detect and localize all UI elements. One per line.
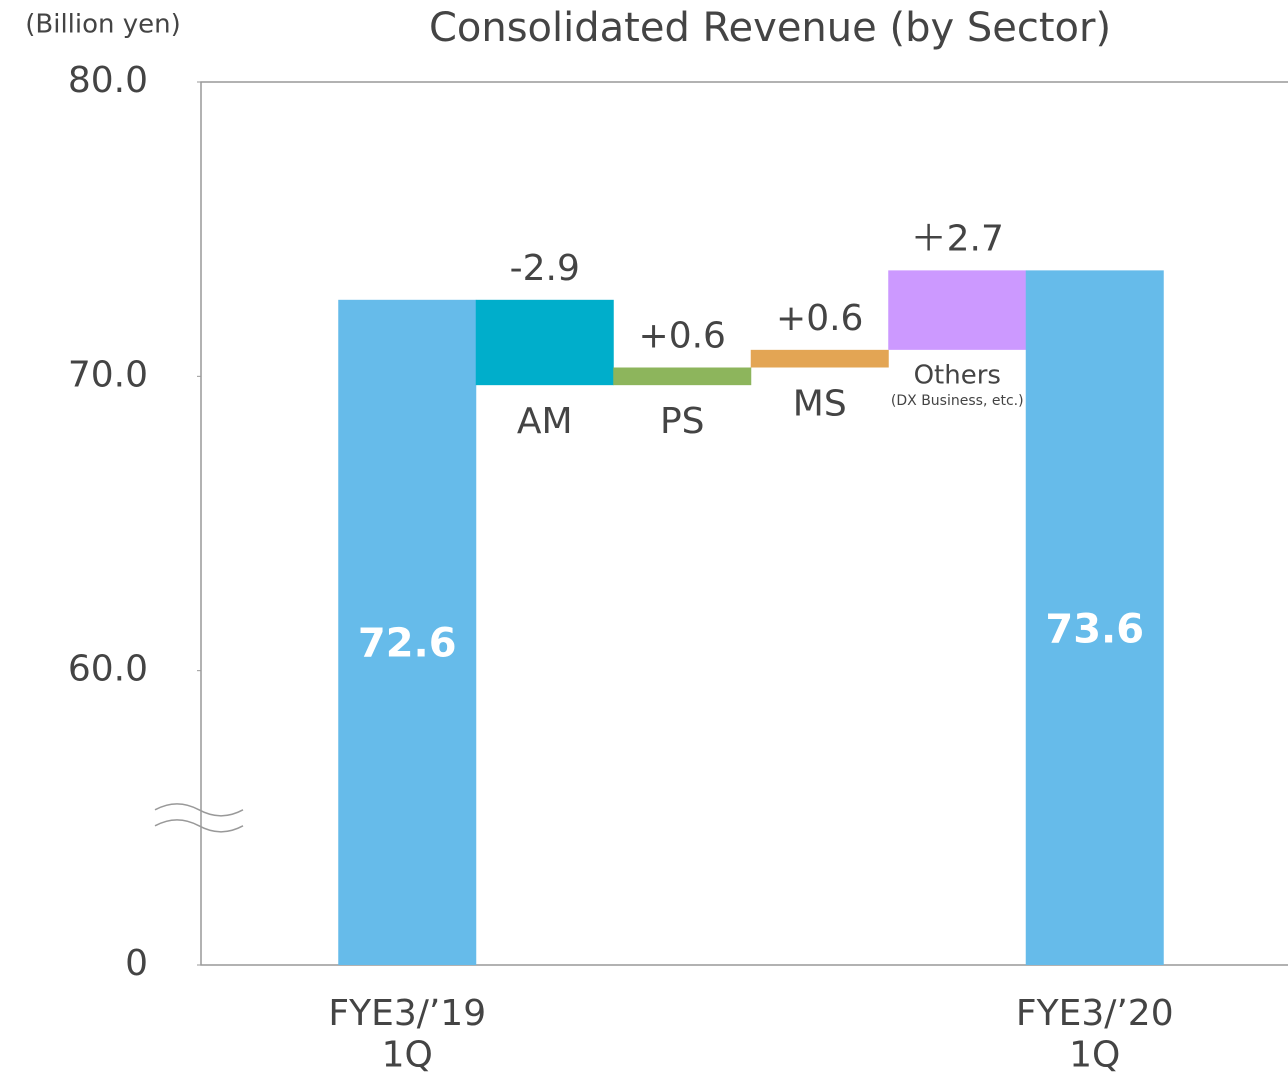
category-note: (DX Business, etc.) [891,393,1024,409]
axis-break [154,819,244,833]
value-label: -2.9 [510,248,580,289]
y-tick-label: 60.0 [68,649,148,690]
bar [338,299,477,966]
bar [750,349,889,368]
category-label: MS [793,384,847,425]
category-label: Others [914,360,1001,390]
axis-break [154,803,244,817]
y-tick-label: 0 [125,943,148,984]
value-label: 73.6 [1045,607,1144,653]
y-tick-label: 70.0 [68,354,148,395]
plot-frame [200,81,1288,966]
value-label: +0.6 [776,298,863,339]
chart-title: Consolidated Revenue (by Sector) [429,5,1111,51]
value-label: ＋2.7 [911,218,1004,259]
category-label: PS [660,401,705,442]
category-label: AM [517,401,573,442]
bar [1025,270,1164,966]
value-label: +0.6 [639,316,726,357]
bar [475,299,614,386]
x-tick-label: FYE3/’20 1Q [1016,993,1174,1075]
value-label: 72.6 [358,621,457,667]
y-tick-label: 80.0 [68,60,148,101]
bar [613,367,752,386]
x-tick-label: FYE3/’19 1Q [328,993,486,1075]
y-axis-label: (Billion yen) [25,10,181,40]
bar [888,270,1027,350]
